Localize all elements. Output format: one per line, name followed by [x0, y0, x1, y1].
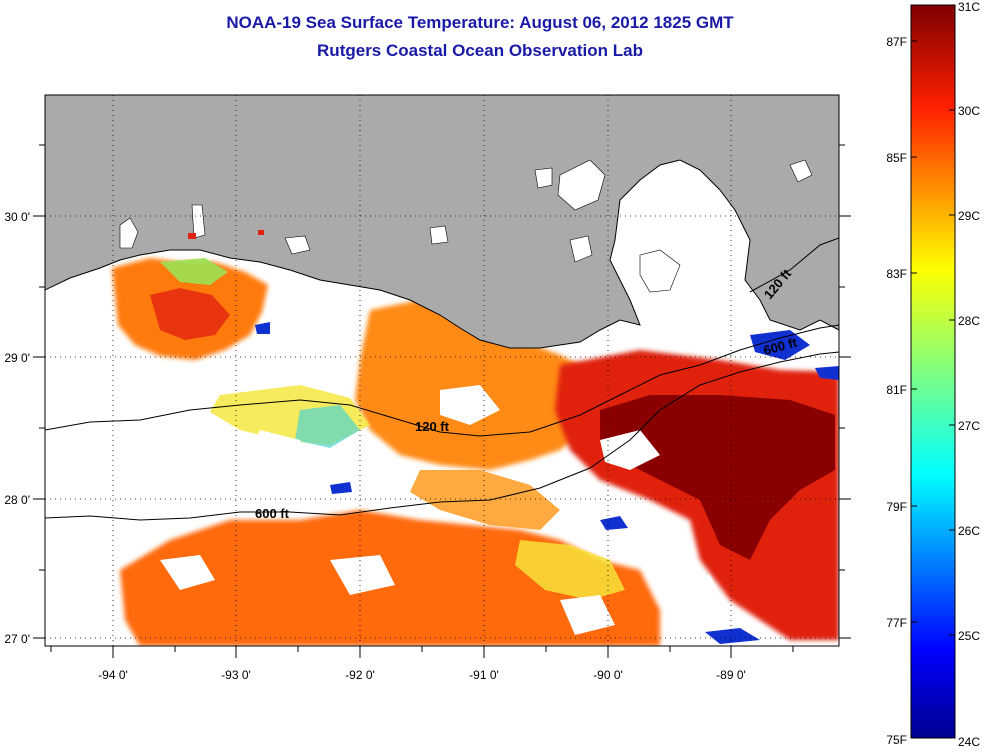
sst-patch-south-yellow — [515, 540, 625, 600]
cloud-gap — [680, 575, 725, 620]
colorbar-c-label: 24C — [958, 735, 980, 749]
inland-lake — [191, 204, 206, 239]
y-tick-label: 29 0' — [4, 351, 30, 365]
colorbar — [910, 4, 956, 739]
x-tick-label: -91 0' — [469, 668, 499, 682]
y-tick-label: 28 0' — [4, 493, 30, 507]
land-coastline — [45, 95, 839, 349]
cloud-gap — [440, 385, 500, 425]
colorbar-c-label: 29C — [958, 209, 980, 223]
cold-speck — [600, 516, 628, 530]
inland-lake — [119, 217, 139, 249]
colorbar-f-label: 85F — [886, 151, 907, 165]
cold-speck — [330, 482, 352, 494]
colorbar-c-label: 26C — [958, 524, 980, 538]
x-tick-label: -92 0' — [345, 668, 375, 682]
cloud-gap — [160, 555, 215, 590]
cloud-gap — [560, 595, 615, 635]
sst-data-layer — [45, 95, 839, 646]
tick-marks — [33, 144, 851, 658]
inland-lake — [534, 167, 553, 189]
gridlines — [45, 95, 839, 646]
contour-120ft — [45, 324, 839, 437]
contour-label: 120 ft — [415, 419, 450, 434]
cold-speck — [750, 330, 810, 360]
plot-frame — [44, 94, 840, 647]
sst-patch-central-cyan — [295, 405, 360, 448]
land-speck — [258, 230, 264, 235]
cloud-gap — [330, 555, 395, 595]
colorbar-c-label: 30C — [958, 104, 980, 118]
map-subtitle: Rutgers Coastal Ocean Observation Lab — [317, 41, 643, 60]
colorbar-ticks — [911, 40, 955, 636]
inland-lake — [429, 225, 449, 245]
x-tick-label: -93 0' — [221, 668, 251, 682]
x-tick-label: -89 0' — [716, 668, 746, 682]
colorbar-c-label: 25C — [958, 629, 980, 643]
x-tick-label: -94 0' — [98, 668, 128, 682]
inland-lake — [569, 235, 593, 263]
colorbar-f-label: 83F — [886, 267, 907, 281]
sst-patch-east-dark — [600, 395, 835, 560]
sst-patch-west-north-core — [150, 288, 230, 340]
sst-patch-west-green — [160, 258, 228, 285]
cold-speck — [815, 366, 839, 380]
colorbar-f-label: 79F — [886, 500, 907, 514]
colorbar-f-label: 87F — [886, 35, 907, 49]
cloud-gap — [245, 430, 320, 480]
y-tick-label: 27 0' — [4, 632, 30, 646]
cold-speck — [705, 628, 760, 644]
map-title: NOAA-19 Sea Surface Temperature: August … — [226, 13, 734, 32]
cloud-gap — [600, 430, 660, 470]
colorbar-f-label: 77F — [886, 616, 907, 630]
contour-600ft — [45, 351, 839, 521]
inland-lake — [284, 235, 311, 255]
land-speck — [188, 233, 196, 239]
contour-120ft-east — [749, 237, 839, 293]
inland-lake — [789, 159, 813, 183]
x-tick-label: -90 0' — [593, 668, 623, 682]
colorbar-c-label: 27C — [958, 419, 980, 433]
contour-label: 600 ft — [255, 506, 290, 521]
inland-lake — [639, 249, 681, 293]
colorbar-c-label: 31C — [958, 0, 980, 14]
sst-patch-central — [355, 300, 600, 470]
colorbar-f-label: 75F — [886, 733, 907, 747]
colorbar-f-label: 81F — [886, 383, 907, 397]
y-tick-label: 30 0' — [4, 210, 30, 224]
colorbar-c-label: 28C — [958, 314, 980, 328]
inland-lake — [557, 159, 606, 211]
cold-speck — [255, 322, 270, 334]
